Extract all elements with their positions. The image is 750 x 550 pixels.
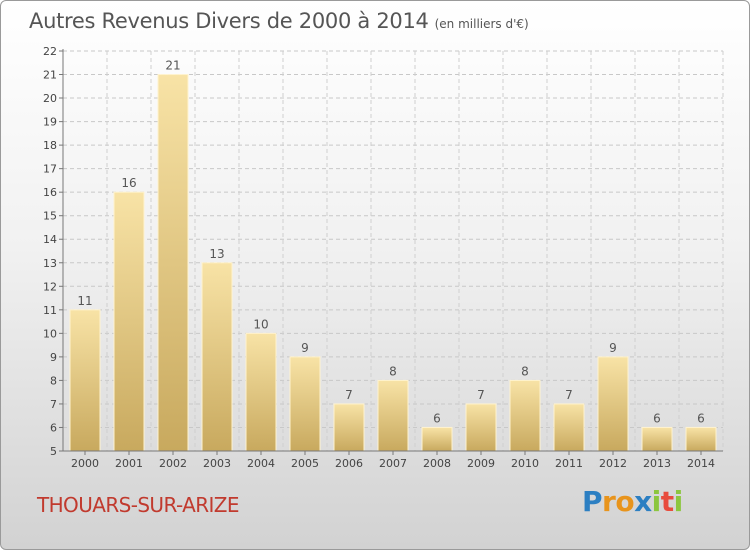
- y-tick-label: 22: [43, 45, 57, 58]
- x-tick-label: 2005: [291, 457, 319, 470]
- y-tick-label: 11: [43, 304, 57, 317]
- bar-2011: [553, 403, 585, 452]
- x-tick-label: 2003: [203, 457, 231, 470]
- bar-value-label: 13: [209, 247, 224, 261]
- y-tick-label: 9: [50, 351, 57, 364]
- y-tick-label: 12: [43, 280, 57, 293]
- y-tick-label: 19: [43, 116, 57, 129]
- bar-value-label: 21: [165, 59, 180, 73]
- y-tick-label: 5: [50, 445, 57, 458]
- bar-value-label: 11: [77, 294, 92, 308]
- bar-2010: [509, 379, 541, 452]
- y-tick-label: 15: [43, 210, 57, 223]
- logo-letter: x: [634, 485, 652, 518]
- y-tick-label: 17: [43, 163, 57, 176]
- bar-2001: [113, 191, 145, 452]
- logo-letter: o: [615, 485, 635, 518]
- commune-name: THOUARS-SUR-ARIZE: [37, 493, 240, 517]
- bar-2013: [641, 426, 673, 452]
- bar-2014: [685, 426, 717, 452]
- bar-2000: [69, 309, 101, 452]
- y-tick-label: 13: [43, 257, 57, 270]
- bar-2004: [245, 332, 277, 452]
- chart-subtitle: (en milliers d'€): [434, 17, 529, 31]
- chart-title: Autres Revenus Divers de 2000 à 2014: [29, 9, 429, 33]
- bar-value-label: 9: [301, 341, 309, 355]
- bar-2008: [421, 426, 453, 452]
- y-tick-label: 18: [43, 139, 57, 152]
- bar-2007: [377, 379, 409, 452]
- bar-2005: [289, 356, 321, 452]
- y-tick-label: 21: [43, 69, 57, 82]
- bar-2003: [201, 262, 233, 452]
- bar-value-label: 6: [697, 411, 705, 425]
- x-tick-label: 2008: [423, 457, 451, 470]
- y-tick-label: 10: [43, 327, 57, 340]
- x-tick-label: 2009: [467, 457, 495, 470]
- bar-2009: [465, 403, 497, 452]
- bar-2012: [597, 356, 629, 452]
- y-tick-label: 20: [43, 92, 57, 105]
- y-tick-label: 8: [50, 374, 57, 387]
- bar-2002: [157, 74, 189, 452]
- logo-letter: i: [651, 485, 662, 518]
- bar-value-label: 8: [521, 364, 529, 378]
- x-tick-label: 2010: [511, 457, 539, 470]
- x-tick-label: 2013: [643, 457, 671, 470]
- bar-value-label: 7: [477, 388, 485, 402]
- x-tick-label: 2012: [599, 457, 627, 470]
- bar-value-label: 6: [653, 411, 661, 425]
- bar-value-label: 7: [565, 388, 573, 402]
- title-block: Autres Revenus Divers de 2000 à 2014 (en …: [29, 9, 529, 33]
- x-tick-label: 2006: [335, 457, 363, 470]
- x-tick-label: 2001: [115, 457, 143, 470]
- bar-value-label: 16: [121, 176, 136, 190]
- proxiti-logo: Proxiti: [582, 485, 683, 518]
- y-tick-label: 6: [50, 421, 57, 434]
- y-tick-label: 14: [43, 233, 57, 246]
- x-tick-label: 2004: [247, 457, 275, 470]
- logo-letter: P: [582, 485, 603, 518]
- logo-letter: t: [660, 485, 674, 518]
- logo-letter: r: [602, 485, 616, 518]
- x-tick-label: 2011: [555, 457, 583, 470]
- y-tick-label: 16: [43, 186, 57, 199]
- bar-value-label: 8: [389, 364, 397, 378]
- bar-2006: [333, 403, 365, 452]
- x-tick-label: 2002: [159, 457, 187, 470]
- bar-value-label: 9: [609, 341, 617, 355]
- y-tick-label: 7: [50, 398, 57, 411]
- bar-value-label: 7: [345, 388, 353, 402]
- x-tick-label: 2007: [379, 457, 407, 470]
- x-tick-label: 2014: [687, 457, 715, 470]
- logo-letter: i: [673, 485, 684, 518]
- x-tick-label: 2000: [71, 457, 99, 470]
- bar-value-label: 10: [253, 317, 268, 331]
- bar-value-label: 6: [433, 411, 441, 425]
